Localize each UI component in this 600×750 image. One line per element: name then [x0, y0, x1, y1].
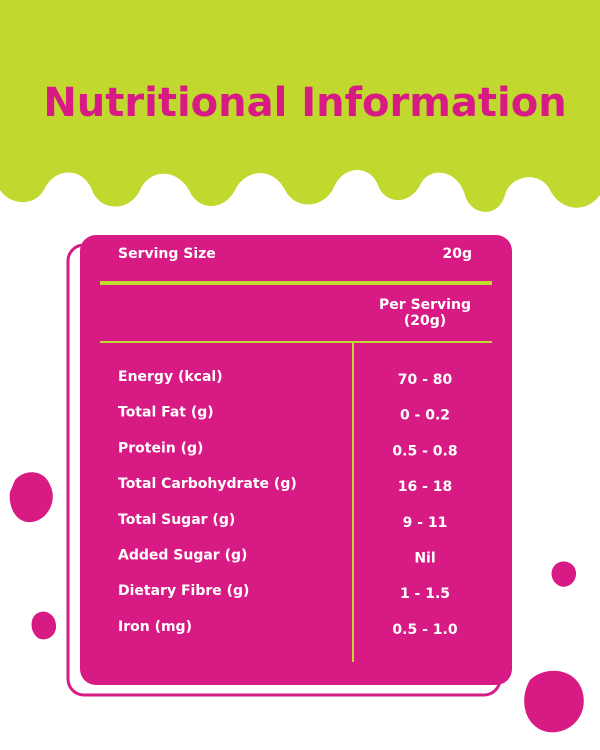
row-value: 0 - 0.2: [400, 408, 450, 424]
column-header: Per Serving: [379, 297, 471, 313]
row-label: Total Sugar (g): [118, 512, 235, 528]
rows: Energy (kcal) 70 - 80 Total Fat (g) 0 - 0.2…: [118, 369, 458, 638]
row-label: Total Fat (g): [118, 405, 214, 421]
row-value: Nil: [414, 551, 435, 567]
berry: [31, 611, 57, 640]
column-header: (20g): [404, 313, 446, 329]
row-value: 1 - 1.5: [400, 586, 450, 602]
row-label: Energy (kcal): [118, 369, 223, 385]
serving-label: Serving Size: [118, 246, 216, 262]
row-value: 9 - 11: [403, 515, 448, 531]
row-label: Added Sugar (g): [118, 548, 247, 564]
berry: [9, 472, 53, 523]
title: Nutritional Information: [43, 80, 566, 126]
lime-drip: [0, 0, 600, 212]
row-label: Total Carbohydrate (g): [118, 476, 297, 492]
card: [80, 235, 512, 685]
berry: [524, 670, 584, 733]
row-value: 16 - 18: [398, 479, 453, 495]
row-label: Protein (g): [118, 440, 203, 456]
row-value: 0.5 - 0.8: [392, 443, 457, 459]
row-label: Iron (mg): [118, 619, 192, 635]
serving-value: 20g: [442, 246, 472, 262]
row-label: Dietary Fibre (g): [118, 583, 249, 599]
row-value: 70 - 80: [398, 372, 453, 388]
berry: [551, 561, 577, 587]
row-value: 0.5 - 1.0: [392, 622, 457, 638]
